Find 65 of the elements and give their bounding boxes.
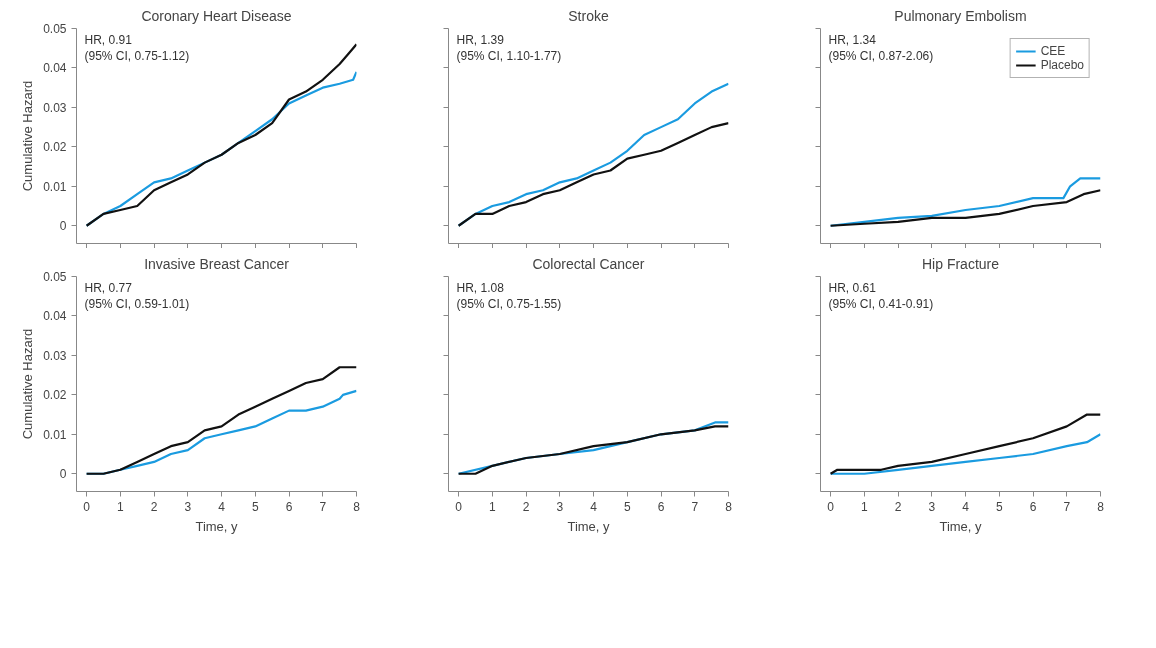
chart-title: Pulmonary Embolism: [894, 7, 1027, 24]
x-tick-label: 7: [319, 499, 327, 514]
y-tick-label: 0.02: [43, 388, 67, 403]
chart-title: Hip Fracture: [921, 255, 1000, 272]
x-tick-label: 0: [455, 499, 463, 514]
y-axis-title: Cumulative Hazard: [20, 328, 36, 440]
x-axis-title: Time, y: [939, 518, 983, 534]
x-tick-label: 7: [1063, 499, 1071, 514]
y-tick-label: 0.05: [43, 22, 67, 36]
x-tick-label: 6: [285, 499, 293, 514]
chart-title: Stroke: [568, 7, 609, 24]
annotation: HR, 0.91: [84, 32, 133, 47]
x-tick-label: 8: [725, 499, 733, 514]
x-tick-label: 6: [1029, 499, 1037, 514]
x-axis-title: Time, y: [195, 518, 239, 534]
x-tick-label: 4: [218, 499, 226, 514]
x-tick-label: 3: [556, 499, 564, 514]
y-tick-label: 0.03: [43, 100, 67, 115]
legend-label: CEE: [1040, 44, 1066, 58]
x-tick-label: 8: [353, 499, 361, 514]
annotation: (95% CI, 0.59-1.01): [84, 296, 190, 311]
line-series: [85, 366, 357, 475]
x-tick-label: 5: [251, 499, 259, 514]
y-tick-label: 0.01: [43, 427, 67, 442]
x-tick-label: 3: [928, 499, 936, 514]
y-tick-label: 0: [59, 219, 67, 234]
y-axis-title: Cumulative Hazard: [20, 80, 36, 192]
annotation: HR, 1.34: [828, 32, 877, 47]
annotation: (95% CI, 0.75-1.12): [84, 48, 190, 63]
y-tick-label: 0.05: [43, 270, 67, 284]
annotation: (95% CI, 0.75-1.55): [456, 296, 562, 311]
x-tick-label: 4: [590, 499, 598, 514]
y-tick-label: 0: [59, 467, 67, 482]
x-tick-label: 7: [691, 499, 699, 514]
annotation: HR, 0.61: [828, 280, 877, 295]
chart-title: Invasive Breast Cancer: [144, 255, 290, 272]
y-tick-label: 0.04: [43, 61, 67, 76]
x-tick-label: 2: [522, 499, 530, 514]
x-tick-label: 0: [83, 499, 91, 514]
x-tick-label: 6: [657, 499, 665, 514]
x-tick-label: 3: [184, 499, 192, 514]
x-tick-label: 2: [894, 499, 902, 514]
annotation: HR, 1.08: [456, 280, 505, 295]
annotation: (95% CI, 1.10-1.77): [456, 48, 562, 63]
legend-label: Placebo: [1040, 58, 1084, 72]
x-tick-label: 0: [827, 499, 835, 514]
annotation: (95% CI, 0.41-0.91): [828, 296, 934, 311]
annotation: HR, 1.39: [456, 32, 505, 47]
y-tick-label: 0.01: [43, 179, 67, 194]
x-tick-label: 1: [489, 499, 497, 514]
annotation: (95% CI, 0.87-2.06): [828, 48, 934, 63]
chart-title: Coronary Heart Disease: [141, 7, 292, 24]
y-tick-label: 0.03: [43, 348, 67, 363]
annotation: HR, 0.77: [84, 280, 133, 295]
x-tick-label: 2: [150, 499, 158, 514]
x-axis-title: Time, y: [567, 518, 611, 534]
chart-title: Colorectal Cancer: [532, 255, 645, 272]
x-tick-label: 1: [861, 499, 869, 514]
y-tick-label: 0.04: [43, 309, 67, 324]
x-tick-label: 8: [1097, 499, 1105, 514]
x-tick-label: 4: [962, 499, 970, 514]
x-tick-label: 5: [995, 499, 1003, 514]
x-tick-label: 5: [623, 499, 631, 514]
x-tick-label: 1: [117, 499, 125, 514]
y-tick-label: 0.02: [43, 140, 67, 155]
